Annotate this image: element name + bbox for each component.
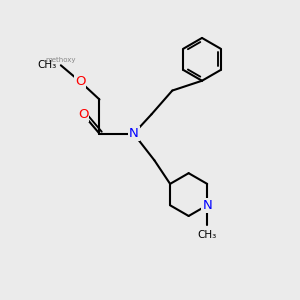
Text: N: N	[202, 199, 212, 212]
Text: O: O	[75, 75, 86, 88]
Text: CH₃: CH₃	[37, 60, 56, 70]
Text: O: O	[78, 108, 88, 121]
Text: CH₃: CH₃	[197, 230, 217, 240]
Text: methoxy: methoxy	[46, 57, 76, 63]
Text: N: N	[129, 127, 139, 140]
